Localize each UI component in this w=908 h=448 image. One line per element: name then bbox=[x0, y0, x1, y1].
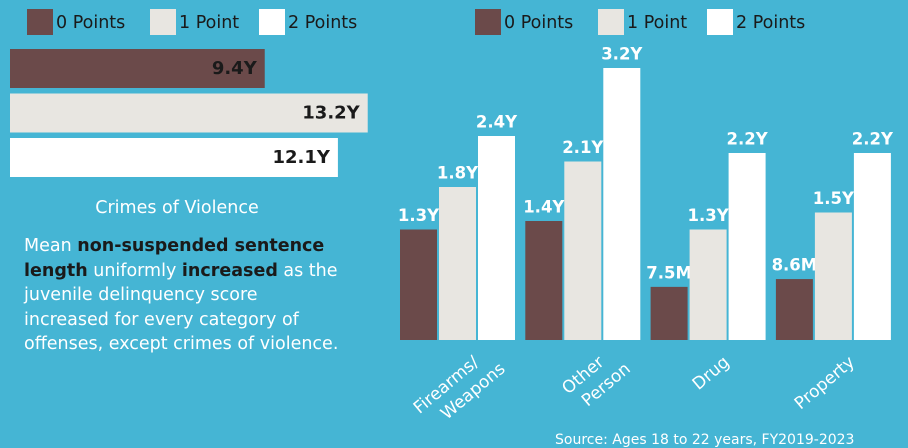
value-label: 2.1Y bbox=[562, 138, 604, 157]
bar bbox=[564, 161, 602, 340]
emphasis: non-suspended sentence length bbox=[24, 236, 325, 281]
value-label: 2.4Y bbox=[476, 113, 518, 132]
value-label: 1.3Y bbox=[398, 206, 440, 225]
source: Source: Ages 18 to 22 years, FY2019-2023 bbox=[555, 432, 854, 448]
bar bbox=[650, 286, 688, 340]
bar bbox=[10, 138, 338, 177]
category-line: Property bbox=[791, 352, 859, 414]
bar bbox=[603, 68, 641, 340]
legend-swatch bbox=[27, 9, 53, 35]
bar bbox=[478, 136, 515, 340]
bar bbox=[775, 279, 813, 340]
legend-label: 2 Points bbox=[736, 13, 805, 33]
value-label: 3.2Y bbox=[601, 45, 643, 64]
bar bbox=[728, 153, 766, 340]
category-label: Property bbox=[791, 352, 859, 414]
value-label: 1.4Y bbox=[523, 198, 565, 217]
legend-swatch bbox=[707, 9, 733, 35]
text-run: as the juvenile delinquency score increa… bbox=[24, 260, 339, 355]
category-line: Drug bbox=[689, 352, 734, 394]
value-label: 13.2Y bbox=[302, 103, 360, 124]
bar bbox=[814, 212, 852, 340]
category-label: Crimes of Violence bbox=[95, 198, 258, 218]
category-label: OtherPerson bbox=[558, 342, 634, 415]
legend-swatch bbox=[598, 9, 624, 35]
value-label: 2.2Y bbox=[852, 130, 894, 149]
legend-swatch bbox=[259, 9, 285, 35]
bar bbox=[10, 93, 368, 133]
bar bbox=[439, 187, 476, 340]
description: Mean non-suspended sentence length unifo… bbox=[24, 234, 344, 357]
category-label: Firearms/Weapons bbox=[410, 342, 510, 435]
value-label: 1.3Y bbox=[688, 206, 730, 225]
value-label: 2.2Y bbox=[727, 130, 769, 149]
value-label: 1.8Y bbox=[437, 164, 479, 183]
legend-label: 1 Point bbox=[179, 13, 239, 33]
bar bbox=[400, 229, 437, 340]
bar bbox=[10, 49, 265, 88]
value-label: 8.6M bbox=[772, 256, 818, 275]
value-label: 9.4Y bbox=[212, 58, 258, 79]
value-label: 12.1Y bbox=[272, 147, 330, 168]
category-label: Drug bbox=[689, 352, 734, 394]
legend-label: 0 Points bbox=[56, 13, 125, 33]
text-run: uniformly bbox=[87, 260, 182, 281]
legend-swatch bbox=[475, 9, 501, 35]
legend-label: 1 Point bbox=[627, 13, 687, 33]
legend-label: 0 Points bbox=[504, 13, 573, 33]
bar bbox=[689, 229, 727, 340]
value-label: 1.5Y bbox=[813, 189, 855, 208]
bar bbox=[525, 221, 563, 340]
value-label: 7.5M bbox=[646, 263, 692, 282]
bar bbox=[853, 153, 891, 340]
emphasis: increased bbox=[181, 260, 278, 281]
legend-swatch bbox=[150, 9, 176, 35]
text-run: Mean bbox=[24, 236, 78, 256]
legend-label: 2 Points bbox=[288, 13, 357, 33]
